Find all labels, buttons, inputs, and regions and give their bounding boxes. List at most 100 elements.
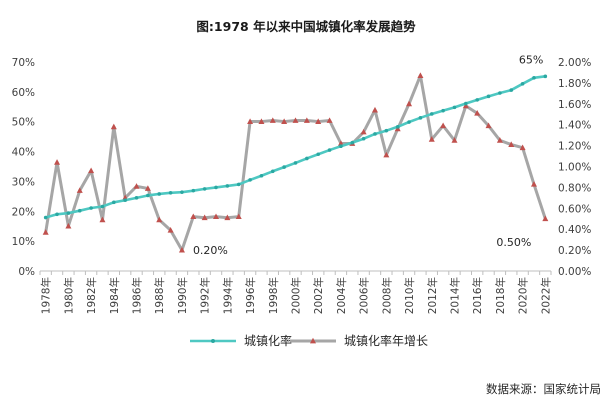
x-tick-label: 2000年 <box>290 277 303 314</box>
growth-point <box>167 227 174 233</box>
growth-point <box>542 215 549 222</box>
growth-point <box>269 117 276 123</box>
x-tick-label: 1986年 <box>131 277 144 314</box>
growth-point <box>428 136 435 142</box>
rate-point <box>350 140 355 145</box>
axes: 1978年 1980年 1982年 1984年 1986年 1988年 1990年 1992年… <box>12 57 592 314</box>
growth-point <box>406 100 413 107</box>
x-tick-label: 1982年 <box>85 277 98 314</box>
y-right-tick-label: 2.00% <box>558 57 591 69</box>
y-left-tick-label: 60% <box>12 87 35 99</box>
growth-point <box>292 117 299 123</box>
rate-point <box>168 190 173 195</box>
rate-point <box>89 206 93 210</box>
chart-title: 图:1978 年以来中国城镇化率发展趋势 <box>196 19 416 34</box>
rate-point <box>66 211 71 215</box>
growth-point <box>383 151 390 158</box>
growth-point <box>519 144 526 151</box>
x-tick-label: 1998年 <box>267 277 280 314</box>
rate-point <box>475 98 479 102</box>
y-left-tick-label: 70% <box>12 57 35 69</box>
x-tick-label: 1994年 <box>221 277 234 314</box>
growth-point <box>360 128 367 135</box>
rate-point <box>452 105 457 110</box>
legend: 城镇化率 城镇化率年增长 <box>190 333 428 348</box>
growth-point <box>99 216 106 223</box>
x-tick-label: 2006年 <box>358 277 371 314</box>
growth-point <box>417 72 424 78</box>
growth-point <box>190 213 197 220</box>
growth-point <box>371 106 378 113</box>
rate-point <box>191 188 196 193</box>
rate-point <box>532 76 536 80</box>
growth-point <box>496 137 503 143</box>
rate-point <box>214 185 218 190</box>
y-left-tick-label: 40% <box>12 147 35 159</box>
rate-point <box>259 173 264 178</box>
rate-point <box>157 192 162 196</box>
series-urbanization-growth <box>42 72 549 253</box>
growth-point <box>65 222 72 229</box>
legend-growth-marker <box>310 337 316 344</box>
x-tick-label: 2018年 <box>494 277 507 314</box>
rate-point <box>509 88 514 92</box>
growth-point <box>530 181 537 187</box>
legend-rate-label: 城镇化率 <box>244 333 292 348</box>
growth-point <box>201 214 208 221</box>
rate-point <box>77 208 82 213</box>
growth-point <box>315 118 322 124</box>
growth-point <box>326 117 333 123</box>
rate-point <box>100 204 105 209</box>
rate-point <box>543 74 548 79</box>
rate-point <box>327 148 332 152</box>
rate-point <box>123 198 127 203</box>
growth-point <box>258 118 265 124</box>
y-right-tick-label: 1.40% <box>558 120 591 132</box>
growth-point <box>462 102 469 109</box>
growth-point <box>76 187 83 193</box>
growth-point <box>110 123 117 130</box>
annotations: 65% 0.20% 0.50% <box>193 53 543 257</box>
y-right-tick-label: 1.60% <box>558 99 591 111</box>
source-text: 数据来源：国家统计局 <box>486 382 601 396</box>
rate-point <box>305 156 309 161</box>
rate-point <box>202 187 207 191</box>
x-tick-label: 2016年 <box>471 277 484 314</box>
x-tick-label: 2022年 <box>539 277 552 314</box>
x-tick-label: 2020年 <box>517 277 530 314</box>
rate-point <box>282 165 286 169</box>
rate-point <box>55 212 59 217</box>
growth-point <box>247 118 254 124</box>
rate-line <box>45 75 546 219</box>
growth-point <box>508 141 515 147</box>
x-tick-label: 2014年 <box>448 277 461 314</box>
legend-rate-marker <box>211 339 215 343</box>
rate-point <box>248 178 252 182</box>
legend-growth-label: 城镇化率年增长 <box>344 333 428 348</box>
x-tick-label: 2002年 <box>312 277 325 314</box>
rate-point <box>225 184 230 188</box>
growth-point <box>303 117 310 123</box>
rate-point <box>407 120 411 124</box>
y-right-tick-label: 1.20% <box>558 141 591 153</box>
rate-point <box>418 116 423 120</box>
growth-point <box>88 167 95 174</box>
y-right-tick-label: 0.00% <box>558 266 591 278</box>
rate-point <box>270 169 275 174</box>
rate-point <box>486 94 491 99</box>
rate-point <box>316 152 321 157</box>
y-left-tick-label: 30% <box>12 176 35 188</box>
x-tick-label: 1990年 <box>176 277 189 314</box>
rate-point <box>146 193 150 198</box>
y-left-tick-label: 10% <box>12 236 35 248</box>
x-tick-label: 1978年 <box>40 277 53 314</box>
rate-point <box>134 196 139 200</box>
annotation-growth-2022: 0.50% <box>496 236 531 249</box>
rate-point <box>236 182 241 187</box>
growth-point <box>213 213 220 220</box>
annotation-rate-2022: 65% <box>519 53 543 66</box>
x-tick-label: 2008年 <box>380 277 393 314</box>
rate-point <box>395 124 400 129</box>
annotation-growth-1990: 0.20% <box>193 244 228 257</box>
